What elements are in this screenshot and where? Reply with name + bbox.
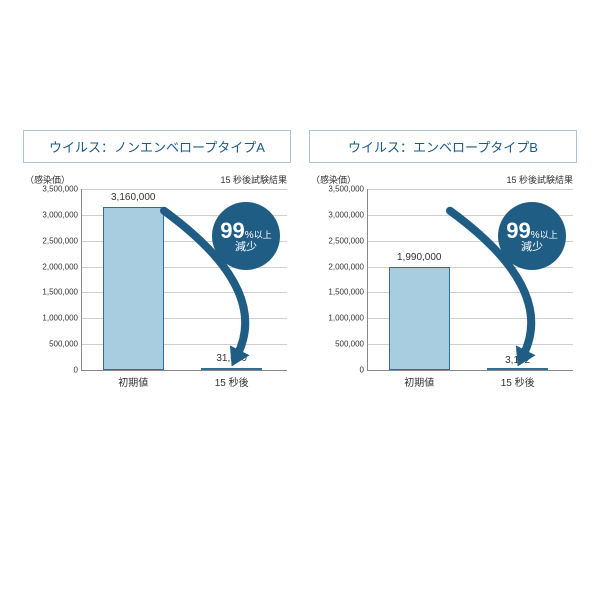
y-tick-label: 0 xyxy=(360,366,368,375)
x-category-label: 初期値 xyxy=(404,370,434,389)
y-tick-label: 3,500,000 xyxy=(42,185,82,194)
chart-b: （感染価）15 秒後試験結果0500,0001,000,0001,500,000… xyxy=(309,177,577,397)
y-tick-label: 1,000,000 xyxy=(328,314,368,323)
reduction-badge: 99%以上減少 xyxy=(212,202,280,270)
y-tick-label: 0 xyxy=(74,366,82,375)
charts-row: ウイルス：ノンエンベロープタイプA （感染価）15 秒後試験結果0500,000… xyxy=(0,0,600,397)
chart-a: （感染価）15 秒後試験結果0500,0001,000,0001,500,000… xyxy=(23,177,291,397)
y-tick-label: 2,500,000 xyxy=(328,236,368,245)
panel-a: ウイルス：ノンエンベロープタイプA （感染価）15 秒後試験結果0500,000… xyxy=(23,130,291,397)
y-tick-label: 500,000 xyxy=(335,340,368,349)
y-tick-label: 500,000 xyxy=(49,340,82,349)
y-tick-label: 3,000,000 xyxy=(42,210,82,219)
plot-area: 0500,0001,000,0001,500,0002,000,0002,500… xyxy=(367,189,573,371)
y-tick-label: 3,500,000 xyxy=(328,185,368,194)
x-category-label: 15 秒後 xyxy=(501,370,535,389)
badge-sub: 減少 xyxy=(521,242,543,254)
x-category-label: 15 秒後 xyxy=(215,370,249,389)
badge-pct-suffix: %以上 xyxy=(245,230,272,241)
badge-sub: 減少 xyxy=(235,242,257,254)
panel-b: ウイルス：エンベロープタイプB （感染価）15 秒後試験結果0500,0001,… xyxy=(309,130,577,397)
y-tick-label: 1,500,000 xyxy=(328,288,368,297)
badge-pct: 99 xyxy=(506,218,530,243)
y-tick-label: 1,500,000 xyxy=(42,288,82,297)
x-category-label: 初期値 xyxy=(118,370,148,389)
y-tick-label: 2,000,000 xyxy=(328,262,368,271)
y-tick-label: 2,500,000 xyxy=(42,236,82,245)
reduction-badge: 99%以上減少 xyxy=(498,202,566,270)
y-tick-label: 1,000,000 xyxy=(42,314,82,323)
panel-title: ウイルス：エンベロープタイプB xyxy=(309,130,577,163)
panel-title: ウイルス：ノンエンベロープタイプA xyxy=(23,130,291,163)
chart-subtitle: 15 秒後試験結果 xyxy=(220,173,287,186)
badge-pct: 99 xyxy=(220,218,244,243)
badge-pct-suffix: %以上 xyxy=(531,230,558,241)
plot-area: 0500,0001,000,0001,500,0002,000,0002,500… xyxy=(81,189,287,371)
y-tick-label: 2,000,000 xyxy=(42,262,82,271)
y-tick-label: 3,000,000 xyxy=(328,210,368,219)
chart-subtitle: 15 秒後試験結果 xyxy=(506,173,573,186)
